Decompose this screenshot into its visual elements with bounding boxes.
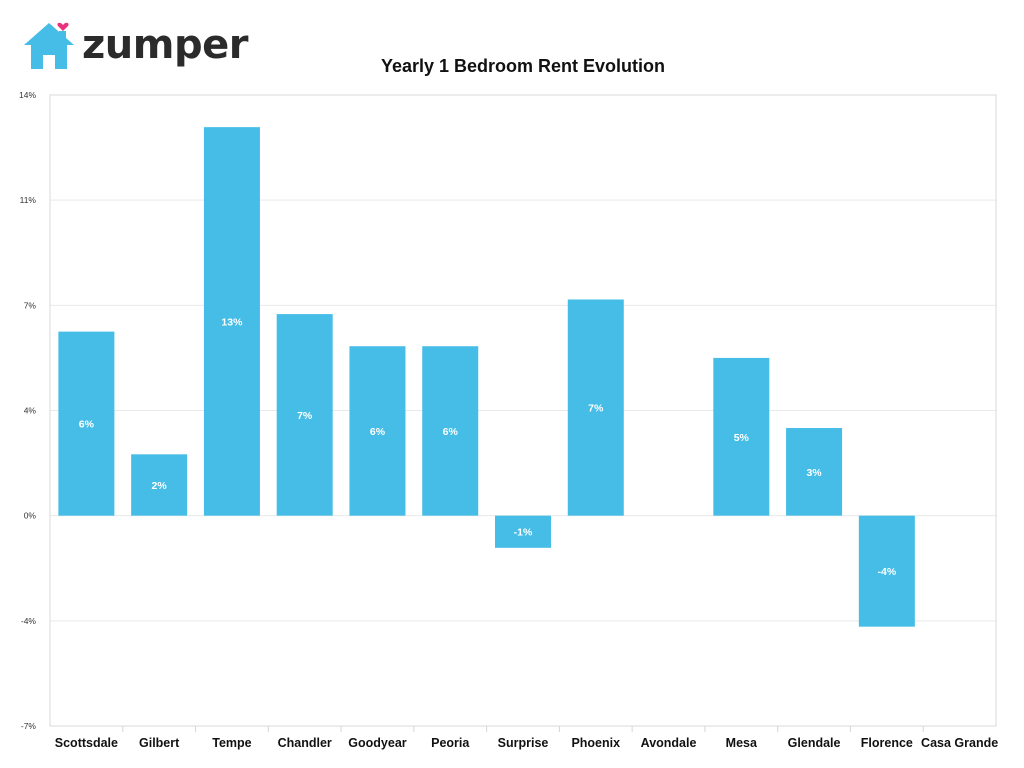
bar-value-label: 13% <box>221 316 243 328</box>
x-tick-label: Mesa <box>726 736 758 750</box>
bar <box>349 346 406 516</box>
bar-value-label: 2% <box>152 480 168 492</box>
x-tick-label: Glendale <box>788 736 841 750</box>
x-tick-label: Chandler <box>278 736 332 750</box>
bar <box>567 299 624 516</box>
x-tick-label: Peoria <box>431 736 470 750</box>
bar <box>422 346 479 516</box>
bar <box>58 331 115 516</box>
x-tick-label: Tempe <box>212 736 251 750</box>
x-tick-label: Phoenix <box>571 736 620 750</box>
x-tick-label: Goodyear <box>348 736 406 750</box>
chimney <box>59 31 66 41</box>
y-tick-label: 11% <box>20 195 37 205</box>
bar-value-label: 6% <box>443 426 459 438</box>
y-tick-label: 14% <box>19 90 36 100</box>
bar-value-label: 7% <box>297 410 313 422</box>
bars: 6% 2% 13% 7% 6% 6% -1% 7% 5% 3% -4% <box>58 127 915 627</box>
bar-value-label: -1% <box>514 527 533 539</box>
x-tick-label: Avondale <box>641 736 697 750</box>
y-tick-label: -4% <box>21 616 37 626</box>
bar-value-label: 5% <box>734 432 750 444</box>
bar-value-label: 7% <box>588 403 604 415</box>
x-tick-label: Scottsdale <box>55 736 118 750</box>
bar <box>203 127 260 516</box>
y-axis-tick-labels: -7% -4% 0% 4% 7% 11% 14% <box>19 90 36 731</box>
bar <box>276 314 333 516</box>
y-tick-label: 7% <box>24 300 37 310</box>
brand-name: zumper <box>82 22 248 68</box>
bar-value-label: 3% <box>806 467 822 479</box>
bar-value-label: 6% <box>370 426 386 438</box>
x-tick-label: Florence <box>861 736 913 750</box>
y-tick-label: 4% <box>24 406 37 416</box>
plot-frame <box>49 94 997 732</box>
bar-value-label: 6% <box>79 419 95 431</box>
y-tick-label: 0% <box>24 511 37 521</box>
plot-border <box>49 94 997 727</box>
bar <box>713 357 770 516</box>
heart-icon <box>57 22 69 31</box>
x-tick-label: Gilbert <box>139 736 180 750</box>
x-tick-label: Surprise <box>498 736 549 750</box>
bar <box>858 515 915 627</box>
bar <box>786 428 843 516</box>
x-axis-tick-labels: Scottsdale Gilbert Tempe Chandler Goodyear Pe… <box>55 736 998 750</box>
chart-title: Yearly 1 Bedroom Rent Evolution <box>380 56 666 76</box>
bar <box>131 454 188 516</box>
bar <box>495 515 551 548</box>
y-tick-label: -7% <box>21 721 37 731</box>
house-heart-icon <box>24 22 74 69</box>
grid-lines <box>50 94 996 727</box>
zumper-logo[interactable]: zumper <box>22 14 248 72</box>
x-tick-label: Casa Grande <box>921 736 998 750</box>
bar-value-label: -4% <box>878 566 897 578</box>
